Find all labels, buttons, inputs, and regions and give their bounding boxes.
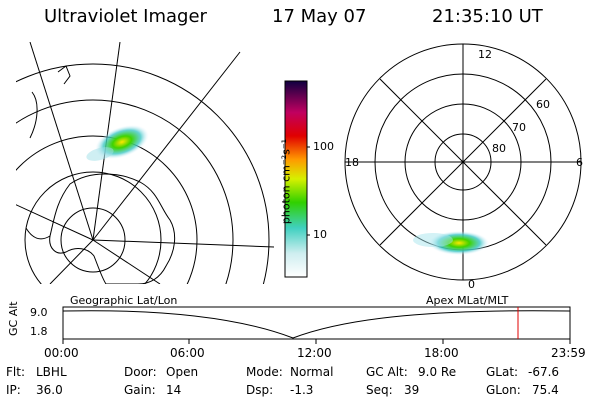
status-glon-value: 75.4 xyxy=(532,383,559,397)
status-gcalt-key: GC Alt: xyxy=(366,365,408,379)
lat-label-80: 80 xyxy=(492,142,506,155)
alt-max-label: 9.0 xyxy=(30,306,48,319)
mlt-label-12: 12 xyxy=(478,48,492,61)
status-seq-key: Seq: xyxy=(366,383,393,397)
status-ip-value: 36.0 xyxy=(36,383,63,397)
status-flt-value: LBHL xyxy=(36,365,67,379)
time-tick-0600: 06:00 xyxy=(170,346,205,360)
geographic-map xyxy=(16,42,274,284)
time-tick-2359: 23:59 xyxy=(551,346,586,360)
gc-alt-axis-label: GC Alt xyxy=(7,301,20,336)
status-mode-value: Normal xyxy=(290,365,334,379)
colorbar xyxy=(284,80,310,278)
time-tick-1800: 18:00 xyxy=(424,346,459,360)
apex-label: Apex MLat/MLT xyxy=(426,294,509,307)
polar-map xyxy=(344,43,582,281)
status-gain-key: Gain: xyxy=(124,383,156,397)
date-label: 17 May 07 xyxy=(272,6,367,27)
lat-label-70: 70 xyxy=(512,121,526,134)
status-door-key: Door: xyxy=(124,365,157,379)
status-glon-key: GLon: xyxy=(486,383,521,397)
mlt-label-18: 18 xyxy=(345,156,359,169)
time-label: 21:35:10 UT xyxy=(432,6,543,27)
alt-min-label: 1.8 xyxy=(30,325,48,338)
status-gcalt-value: 9.0 Re xyxy=(418,365,457,379)
status-flt-key: Flt: xyxy=(6,365,25,379)
status-dsp-value: -1.3 xyxy=(290,383,314,397)
status-door-value: Open xyxy=(166,365,199,379)
status-ip-key: IP: xyxy=(6,383,21,397)
status-glat-value: -67.6 xyxy=(528,365,560,379)
colorbar-unit-label: photon cm⁻²s⁻¹ xyxy=(279,138,293,225)
mlt-label-6: 6 xyxy=(576,156,583,169)
orbit-altitude-plot xyxy=(62,306,571,344)
status-glat-key: GLat: xyxy=(486,365,519,379)
time-tick-1200: 12:00 xyxy=(297,346,332,360)
status-dsp-key: Dsp: xyxy=(246,383,274,397)
status-mode-key: Mode: xyxy=(246,365,283,379)
mlt-label-0: 0 xyxy=(468,278,475,291)
colorbar-tick-100: 100 xyxy=(313,140,334,153)
colorbar-tick-10: 10 xyxy=(313,228,327,241)
time-tick-0000: 00:00 xyxy=(44,346,79,360)
status-seq-value: 39 xyxy=(404,383,420,397)
instrument-title: Ultraviolet Imager xyxy=(44,6,207,27)
geographic-label: Geographic Lat/Lon xyxy=(70,294,178,307)
lat-label-60: 60 xyxy=(536,98,550,111)
status-gain-value: 14 xyxy=(166,383,182,397)
